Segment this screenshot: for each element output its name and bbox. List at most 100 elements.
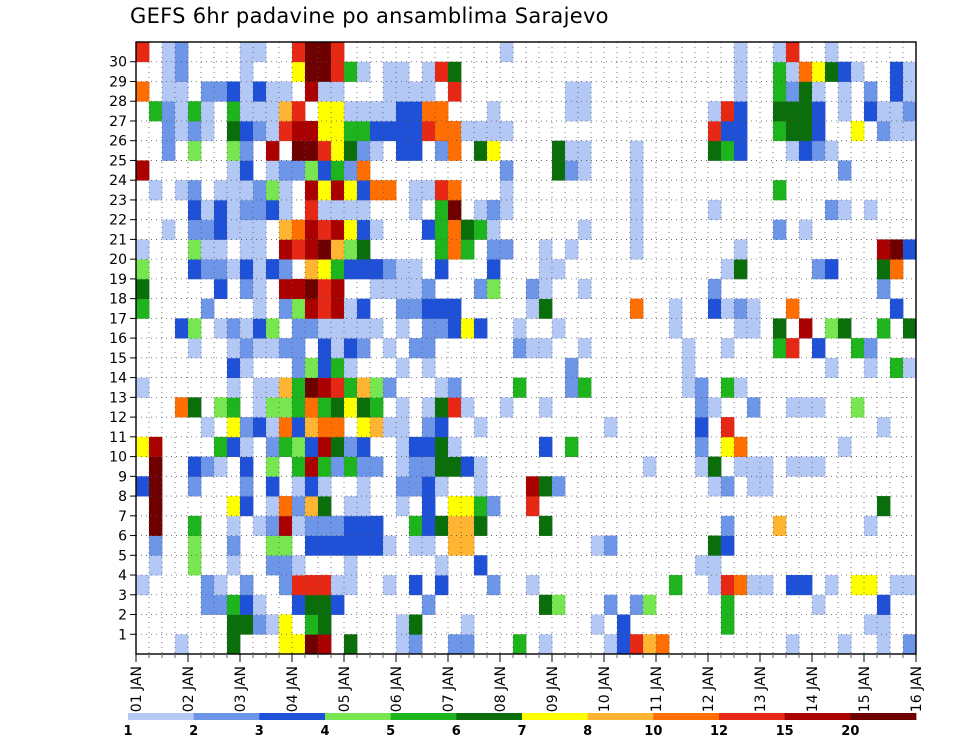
heatmap-cell [448, 436, 462, 457]
heatmap-cell [513, 338, 527, 359]
heatmap-cell [253, 180, 267, 201]
heatmap-cell [838, 81, 852, 102]
y-tick-label: 1 [118, 627, 127, 643]
heatmap-cell [227, 357, 241, 379]
heatmap-cell [357, 535, 371, 556]
heatmap-cell [708, 476, 722, 497]
heatmap-cell [487, 101, 501, 122]
heatmap-cell [279, 180, 293, 201]
heatmap-cell [344, 357, 358, 379]
heatmap-cell [409, 259, 423, 280]
heatmap-cell [500, 239, 514, 260]
heatmap-cell [188, 456, 202, 477]
heatmap-cell [422, 594, 436, 615]
x-tick-label: 04 JAN [285, 666, 301, 712]
heatmap-cell [422, 338, 436, 359]
heatmap-cell [435, 377, 449, 398]
heatmap-cell [435, 101, 449, 122]
heatmap-cell [396, 634, 410, 655]
heatmap-cell [318, 436, 332, 457]
heatmap-cell [721, 575, 735, 596]
heatmap-cell [708, 199, 722, 221]
heatmap-cell [825, 357, 839, 379]
heatmap-cell [513, 318, 527, 339]
heatmap-cell [435, 180, 449, 201]
heatmap-cell [253, 318, 267, 339]
heatmap-cell [760, 456, 774, 477]
heatmap-cell [279, 515, 293, 536]
y-tick-label: 21 [109, 232, 127, 248]
x-tick-label: 09 JAN [545, 666, 561, 712]
heatmap-cell [136, 278, 150, 300]
heatmap-cell [253, 219, 267, 240]
heatmap-cell [461, 219, 475, 240]
heatmap-cell [162, 101, 176, 122]
heatmap-cell [318, 377, 332, 398]
heatmap-cell [864, 357, 878, 379]
heatmap-cell [786, 61, 800, 82]
heatmap-cell [461, 456, 475, 477]
heatmap-cell [851, 575, 865, 596]
heatmap-cell [188, 199, 202, 221]
heatmap-cell [227, 397, 241, 418]
x-tick-label: 08 JAN [493, 666, 509, 712]
heatmap-cell [565, 377, 579, 398]
heatmap-cell [318, 219, 332, 240]
heatmap-cell [630, 239, 644, 260]
heatmap-cell [773, 120, 787, 142]
heatmap-cell [461, 120, 475, 142]
heatmap-cell [487, 278, 501, 300]
y-tick-label: 13 [109, 390, 127, 406]
heatmap-cell [370, 318, 384, 339]
heatmap-cell [799, 397, 813, 418]
heatmap-cell [474, 199, 488, 221]
heatmap-cell [409, 515, 423, 536]
heatmap-cell [188, 555, 202, 576]
heatmap-cell [370, 377, 384, 398]
heatmap-cell [227, 160, 241, 181]
heatmap-cell [227, 594, 241, 615]
heatmap-cell [890, 259, 904, 280]
heatmap-cell [435, 397, 449, 418]
heatmap-cell [136, 81, 150, 102]
heatmap-cell [253, 120, 267, 142]
heatmap-cell [305, 81, 319, 102]
heatmap-cell [331, 436, 345, 457]
heatmap-cell [344, 634, 358, 655]
heatmap-cell [435, 456, 449, 477]
heatmap-cell [422, 101, 436, 122]
legend-swatch [128, 713, 195, 720]
heatmap-cell [227, 318, 241, 339]
heatmap-cell [422, 357, 436, 379]
x-tick-label: 11 JAN [649, 666, 665, 712]
heatmap-cell [305, 160, 319, 181]
heatmap-cell [630, 160, 644, 181]
heatmap-cell [201, 219, 215, 240]
heatmap-cell [448, 397, 462, 418]
heatmap-cell [721, 614, 735, 635]
heatmap-cell [318, 417, 332, 438]
heatmap-cell [227, 180, 241, 201]
heatmap-cell [773, 42, 787, 63]
heatmap-cell [396, 259, 410, 280]
x-axis-ticks: 01 JAN 02 JAN 03 JAN 04 JAN 05 JAN 06 JAN 07 J… [129, 654, 925, 712]
heatmap-cell [318, 199, 332, 221]
heatmap-cell [578, 338, 592, 359]
heatmap-cell [565, 239, 579, 260]
heatmap-cell [383, 377, 397, 398]
heatmap-cell [214, 278, 228, 300]
heatmap-cell [695, 555, 709, 576]
heatmap-cell [305, 42, 319, 63]
heatmap-cell [539, 338, 553, 359]
heatmap-cell [344, 318, 358, 339]
heatmap-cell [396, 614, 410, 635]
heatmap-cell [240, 160, 254, 181]
heatmap-cell [201, 575, 215, 596]
y-tick-label: 10 [109, 450, 127, 466]
heatmap-cell [279, 81, 293, 102]
heatmap-cell [539, 239, 553, 260]
heatmap-cell [721, 535, 735, 556]
heatmap-cell [721, 377, 735, 398]
heatmap-cell [617, 634, 631, 655]
heatmap-cell [214, 575, 228, 596]
